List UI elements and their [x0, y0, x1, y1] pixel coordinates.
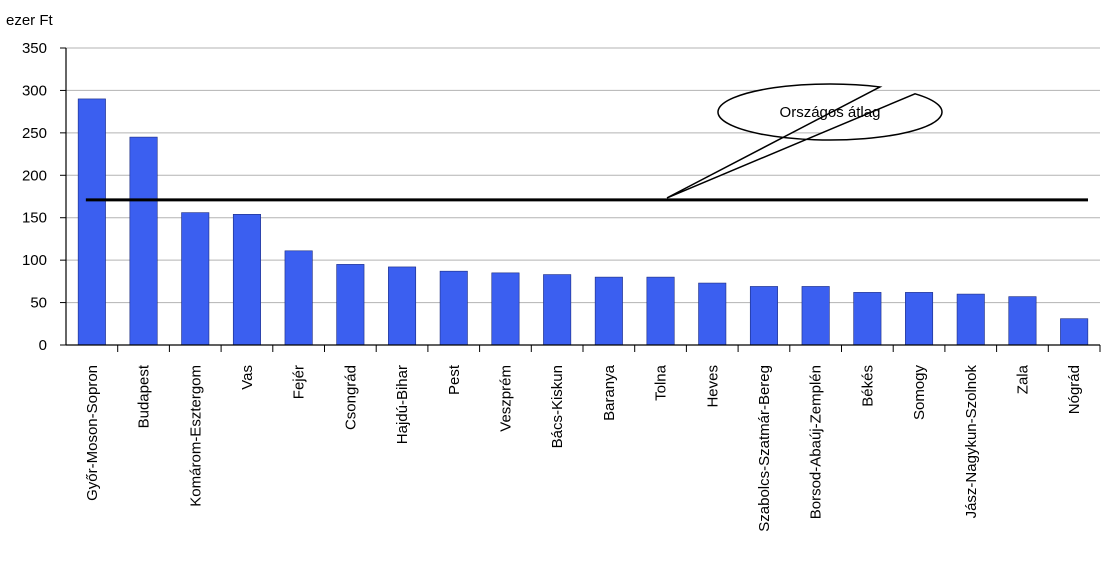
bar — [749, 286, 778, 346]
bar — [181, 212, 210, 346]
callout-bubble — [666, 83, 943, 199]
y-tick-label: 150 — [22, 210, 47, 227]
x-tick-label: Nógrád — [1066, 365, 1083, 414]
bar — [853, 292, 882, 346]
x-tick-label: Somogy — [911, 365, 928, 421]
x-tick-label: Jász-Nagykun-Szolnok — [963, 365, 980, 519]
bar — [905, 292, 934, 346]
bar — [801, 286, 830, 346]
x-tick-label: Bács-Kiskun — [549, 365, 566, 448]
x-tick-label: Borsod-Abaúj-Zemplén — [808, 365, 825, 519]
x-tick-label: Tolna — [653, 364, 670, 401]
x-tick-label: Heves — [704, 365, 721, 408]
bar — [336, 264, 365, 346]
bars — [77, 98, 1089, 346]
x-tick-label: Pest — [446, 364, 463, 395]
x-tick-label: Budapest — [136, 364, 153, 428]
axes — [65, 48, 1101, 352]
bar — [491, 272, 520, 346]
bar — [284, 250, 313, 346]
x-tick-label: Baranya — [601, 364, 618, 421]
x-tick-label: Zala — [1014, 364, 1031, 394]
bar — [1008, 296, 1037, 346]
national-average: Országos átlag — [85, 83, 1088, 202]
bar — [543, 274, 572, 346]
x-tick-label: Komárom-Esztergom — [187, 365, 204, 507]
y-tick-label: 350 — [22, 40, 47, 57]
x-tick-label: Békés — [859, 365, 876, 407]
bar — [594, 276, 623, 346]
bar — [77, 98, 106, 346]
y-tick-label: 50 — [30, 295, 47, 312]
x-tick-label: Csongrád — [342, 365, 359, 430]
x-tick-label: Vas — [239, 365, 256, 390]
y-tick-label: 300 — [22, 82, 47, 99]
bar — [956, 293, 985, 346]
bar — [388, 266, 417, 346]
bar — [646, 276, 675, 346]
gridlines — [66, 47, 1100, 304]
y-tick-label: 200 — [22, 167, 47, 184]
average-label: Országos átlag — [780, 104, 881, 121]
y-tick-label: 250 — [22, 125, 47, 142]
x-axis-labels: Győr-Moson-Sopron Budapest Komárom-Eszterg… — [84, 364, 1083, 532]
bar — [232, 214, 261, 346]
bar — [698, 282, 727, 346]
bar — [439, 270, 468, 346]
x-tick-label: Veszprém — [497, 365, 514, 432]
x-tick-label: Szabolcs-Szatmár-Bereg — [756, 365, 773, 532]
x-tick-label: Győr-Moson-Sopron — [84, 365, 101, 501]
x-tick-label: Fejér — [291, 365, 308, 399]
y-axis-ticks: 0 50 100 150 200 250 300 350 — [22, 40, 66, 354]
y-unit-label: ezer Ft — [6, 12, 54, 29]
bar — [1060, 318, 1089, 346]
bar — [129, 136, 158, 346]
y-tick-label: 100 — [22, 252, 47, 269]
y-tick-label: 0 — [39, 337, 47, 354]
x-tick-label: Hajdú-Bihar — [394, 365, 411, 444]
